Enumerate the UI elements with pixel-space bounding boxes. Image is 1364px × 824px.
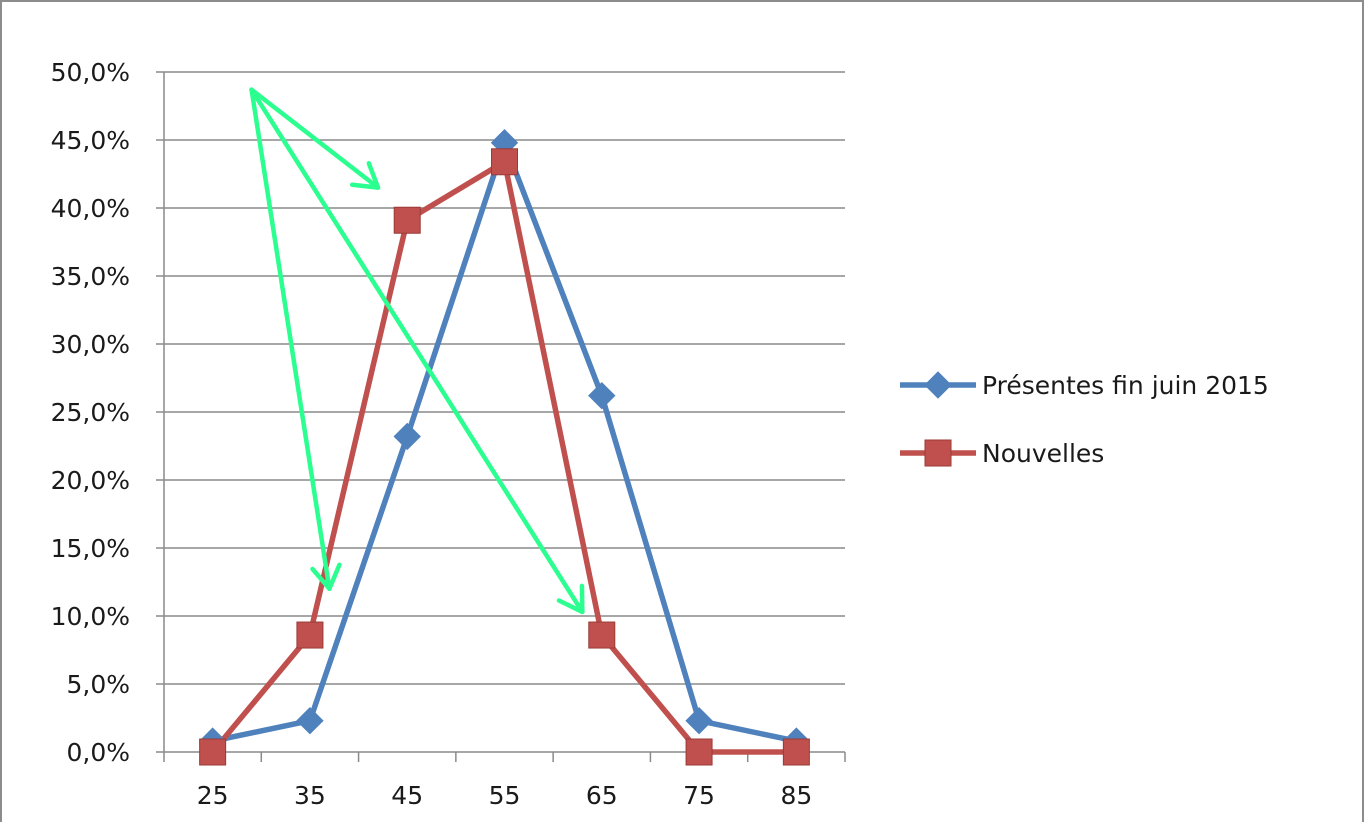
- y-tick-label: 20,0%: [51, 466, 130, 495]
- data-point-series-2: [782, 738, 810, 766]
- x-tick-label: 65: [586, 781, 618, 810]
- annotation-arrowhead: [556, 583, 585, 615]
- legend: Présentes fin juin 2015 Nouvelles: [900, 371, 1269, 468]
- annotation-arrow: [249, 87, 585, 615]
- y-tick-label: 30,0%: [51, 330, 130, 359]
- data-point-series-1: [296, 707, 324, 735]
- y-tick-label: 45,0%: [51, 126, 130, 155]
- y-tick-label: 35,0%: [51, 262, 130, 291]
- y-axis-tick-labels: 0,0% 5,0% 10,0% 15,0% 20,0% 25,0% 30,0% 35,0% 40…: [51, 58, 130, 767]
- axes: [156, 71, 846, 762]
- data-point-series-1: [685, 707, 713, 735]
- y-tick-label: 10,0%: [51, 602, 130, 631]
- annotation-arrowhead: [349, 161, 381, 190]
- x-tick-label: 55: [489, 781, 521, 810]
- data-point-series-1: [588, 381, 616, 410]
- legend-label-1: Présentes fin juin 2015: [982, 371, 1269, 400]
- y-tick-label: 50,0%: [51, 58, 130, 87]
- x-tick-label: 35: [294, 781, 326, 810]
- y-tick-label: 0,0%: [66, 738, 130, 767]
- y-tick-label: 25,0%: [51, 398, 130, 427]
- series-line-1: [212, 139, 797, 744]
- legend-label-2: Nouvelles: [982, 439, 1104, 468]
- data-point-series-1: [393, 422, 421, 451]
- legend-marker-2: [924, 439, 952, 467]
- data-point-series-2: [685, 738, 713, 766]
- data-point-series-2: [393, 206, 421, 234]
- series-line-2: [210, 159, 797, 755]
- annotation-arrowhead: [310, 562, 342, 592]
- series-markers: [198, 129, 811, 766]
- data-point-series-2: [491, 148, 518, 176]
- annotation-arrow: [249, 87, 381, 190]
- data-point-series-2: [199, 738, 227, 766]
- y-tick-label: 15,0%: [51, 534, 130, 563]
- x-axis-tick-labels: 25 35 45 55 65 75 85: [197, 781, 813, 810]
- x-tick-label: 85: [780, 781, 812, 810]
- legend-marker-1: [924, 371, 952, 399]
- x-tick-label: 25: [197, 781, 229, 810]
- y-tick-label: 40,0%: [51, 194, 130, 223]
- annotation-arrows: [249, 87, 585, 615]
- x-tick-label: 45: [391, 781, 423, 810]
- y-tick-label: 5,0%: [66, 670, 130, 699]
- data-point-series-2: [296, 621, 324, 649]
- annotation-arrow: [249, 87, 332, 592]
- x-tick-label: 75: [683, 781, 715, 810]
- data-point-series-2: [588, 621, 616, 649]
- series-lines: [210, 139, 797, 755]
